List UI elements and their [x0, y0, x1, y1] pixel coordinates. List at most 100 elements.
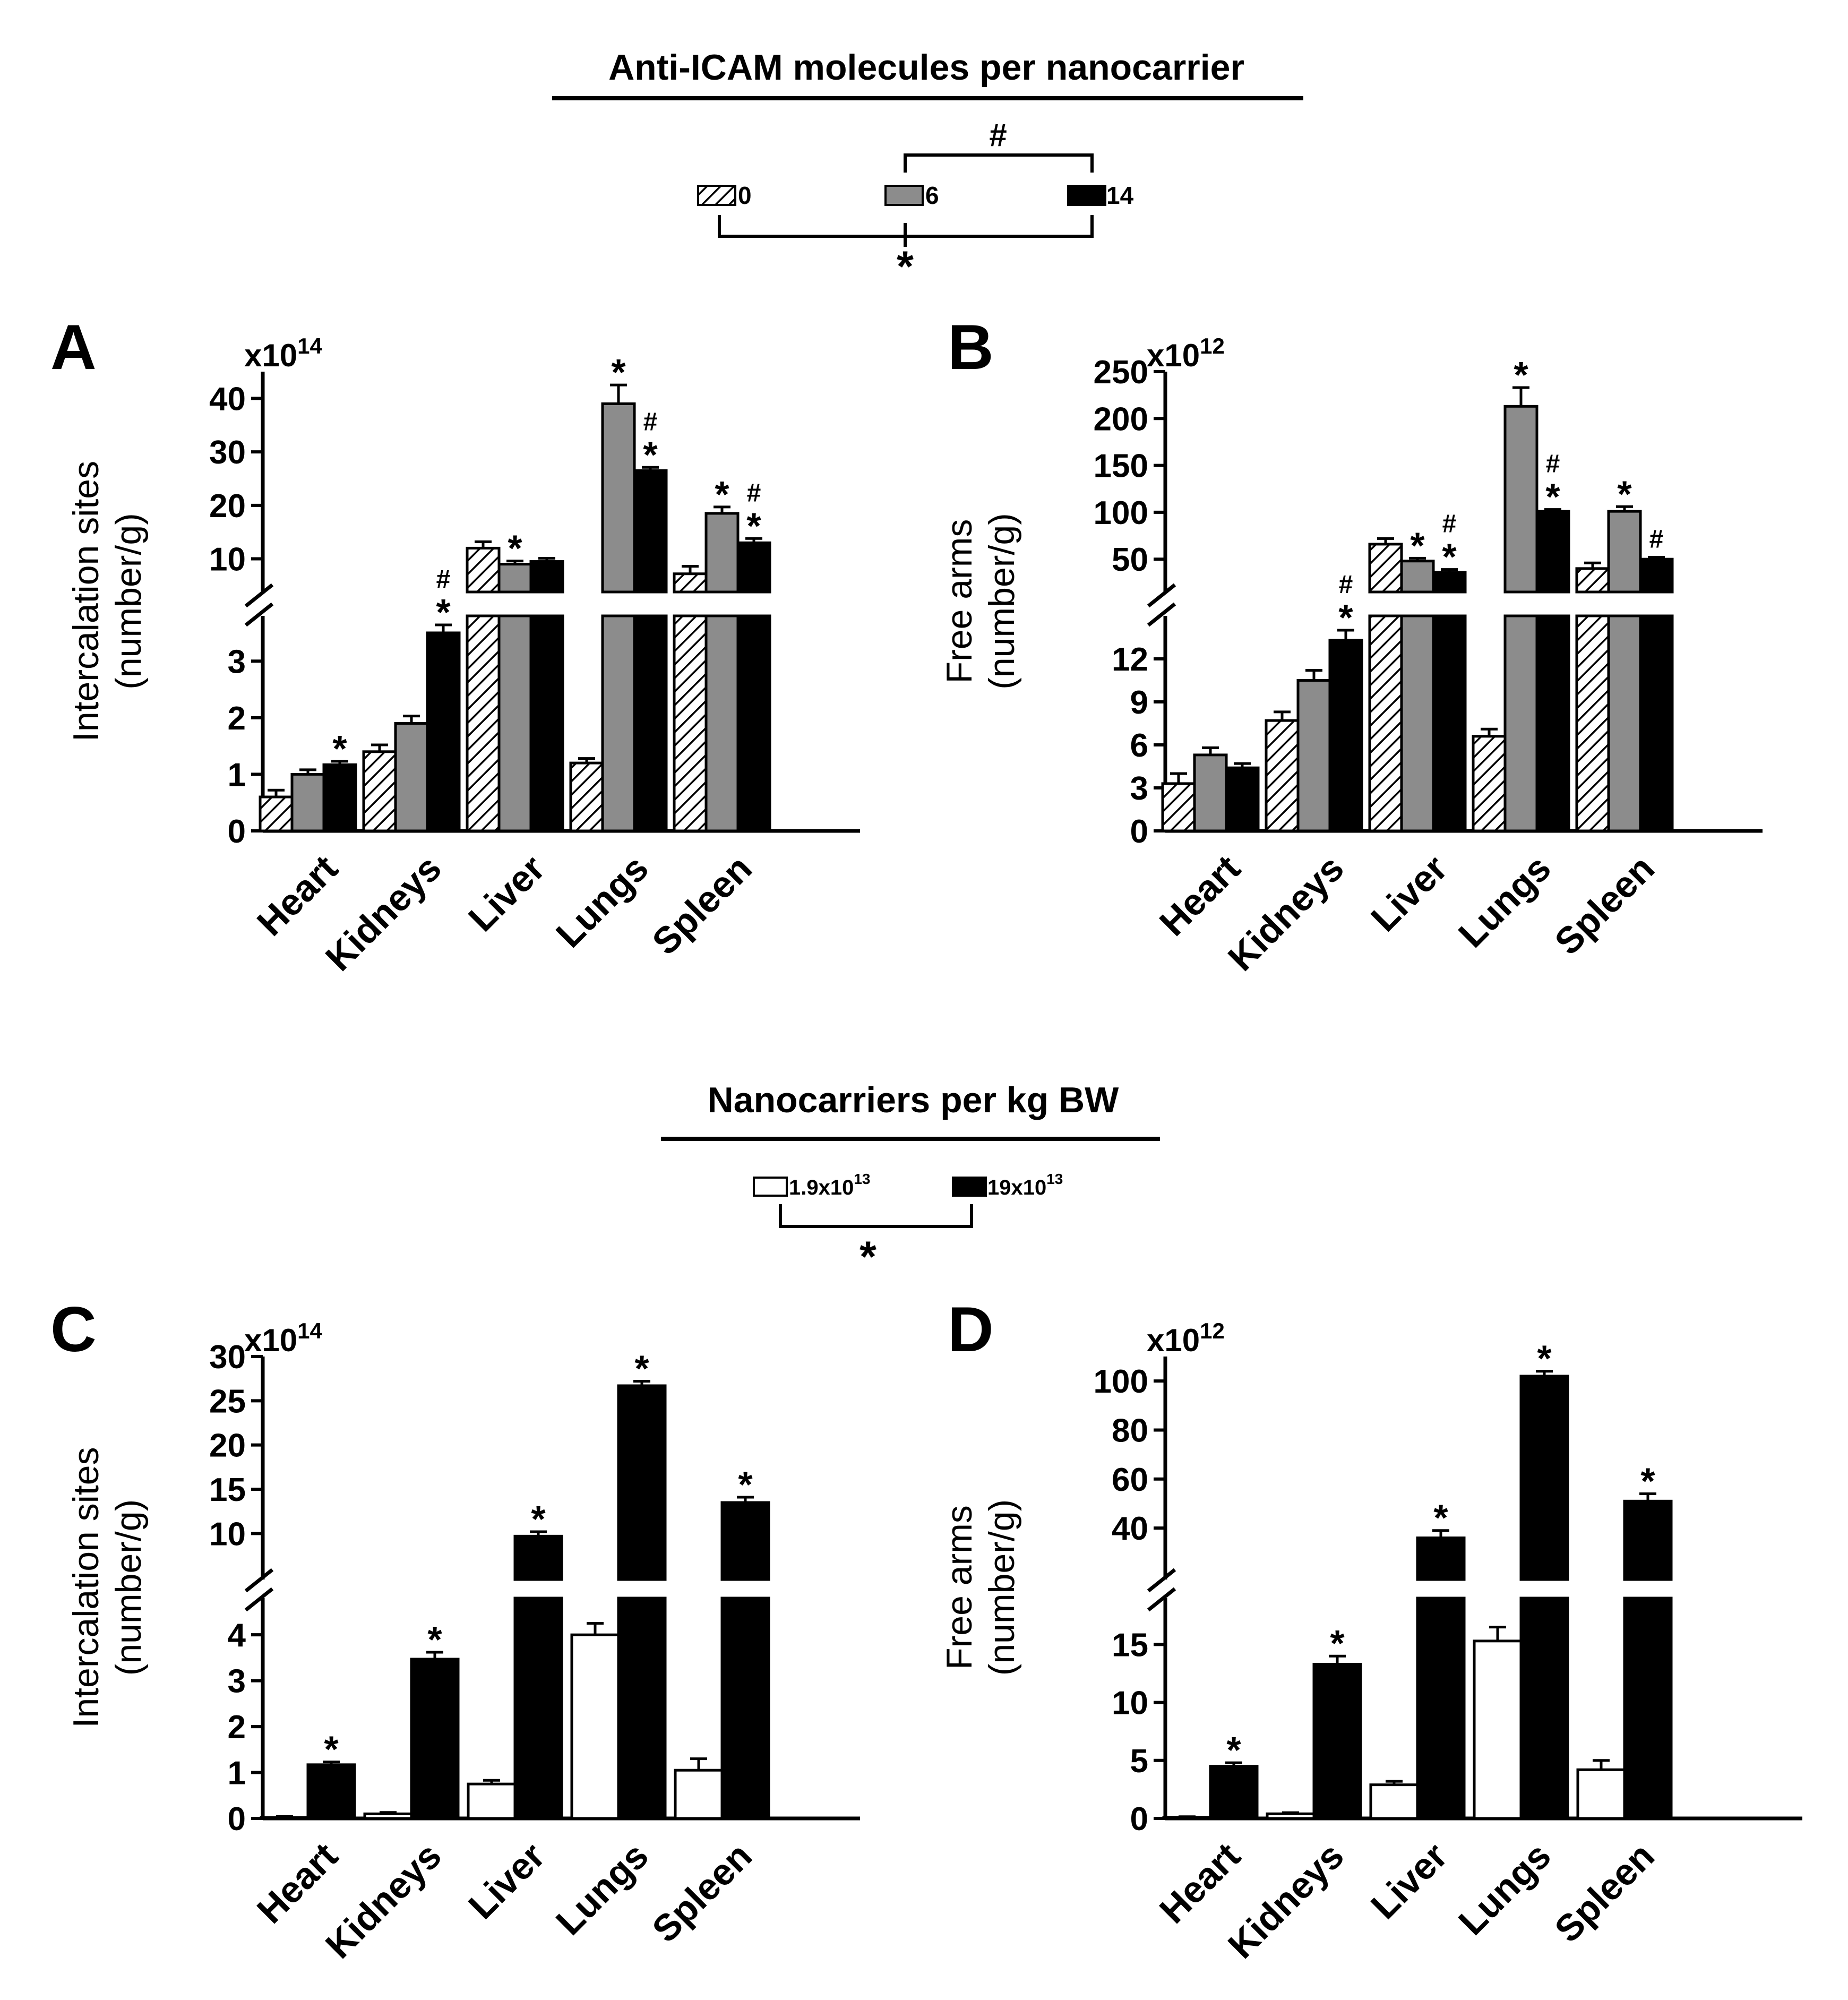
bar-a-lungs-2	[633, 614, 668, 832]
axis-break-mark	[244, 1568, 274, 1593]
bar-d-spleen-1	[1623, 1596, 1673, 1820]
bar-a-liver-0-upper	[466, 546, 501, 594]
legend-swatch-14	[1067, 185, 1106, 206]
significance-hash: #	[1442, 510, 1457, 538]
significance-star: *	[1537, 1338, 1552, 1379]
x-tick-label: Lungs	[1450, 847, 1559, 956]
y-tick-label: 50	[1112, 542, 1148, 578]
bar-a-heart-2	[322, 763, 357, 832]
axis-multiplier: x1014	[244, 1318, 322, 1358]
bar-a-liver-0	[466, 614, 501, 832]
bar-d-heart-1	[1209, 1765, 1259, 1820]
y-tick-label: 40	[209, 381, 246, 417]
bar-a-spleen-2	[736, 614, 771, 832]
y-tick-label: 30	[209, 434, 246, 471]
bar-a-kidneys-0	[362, 750, 397, 832]
significance-star: *	[611, 351, 626, 393]
bar-c-kidneys-0	[363, 1812, 413, 1820]
x-tick-label: Spleen	[644, 847, 760, 963]
legend-swatch-6	[884, 185, 924, 206]
significance-star: *	[746, 505, 761, 546]
section1-header: Anti-ICAM molecules per nanocarrier 0 6 …	[552, 47, 1303, 291]
axis-break-mark	[244, 583, 274, 608]
significance-star: *	[1330, 1623, 1345, 1664]
bar-c-lungs-1-upper	[617, 1384, 667, 1581]
y-tick-label: 25	[209, 1383, 246, 1420]
bar-d-kidneys-1	[1312, 1663, 1362, 1820]
bar-a-lungs-2-upper	[633, 469, 668, 594]
panel-letter: B	[948, 312, 994, 383]
significance-star: *	[643, 434, 658, 475]
bar-c-lungs-1	[617, 1596, 667, 1820]
significance-hash: #	[643, 408, 658, 436]
x-tick-label: Heart	[1151, 1835, 1248, 1932]
y-tick-label: 30	[209, 1339, 246, 1376]
legend-swatch-high-dose	[952, 1177, 987, 1197]
bar-a-lungs-1	[601, 614, 636, 832]
axis-multiplier: x1012	[1147, 1318, 1225, 1358]
bar-b-spleen-0-upper	[1575, 567, 1610, 594]
bar-c-lungs-0	[570, 1633, 620, 1820]
bar-b-lungs-1	[1503, 614, 1538, 832]
bar-a-liver-2-upper	[529, 560, 564, 594]
bar-a-spleen-1	[704, 614, 740, 832]
section1-title: Anti-ICAM molecules per nanocarrier	[608, 47, 1244, 88]
y-axis-label: Free arms(number/g)	[939, 1499, 1022, 1676]
bar-d-liver-0	[1369, 1783, 1419, 1820]
bar-c-spleen-1	[720, 1596, 770, 1820]
y-tick-label: 1	[228, 757, 246, 793]
bar-b-lungs-2	[1535, 614, 1570, 832]
y-tick-label: 0	[228, 813, 246, 850]
bar-a-spleen-2-upper	[736, 541, 771, 594]
bar-d-liver-1	[1416, 1596, 1466, 1820]
bar-c-heart-1	[306, 1763, 356, 1820]
legend1-hash: #	[989, 117, 1007, 153]
legend-label-high-dose: 19x1013	[987, 1171, 1063, 1199]
y-tick-label: 10	[209, 542, 246, 578]
y-tick-label: 15	[209, 1472, 246, 1508]
y-tick-label: 60	[1112, 1462, 1148, 1498]
bar-d-spleen-0	[1576, 1768, 1626, 1820]
x-tick-label: Heart	[249, 1835, 346, 1932]
y-tick-label: 20	[209, 488, 246, 525]
y-tick-label: 100	[1094, 495, 1148, 531]
y-tick-label: 3	[1130, 770, 1148, 807]
bar-b-liver-1	[1400, 614, 1435, 832]
x-tick-label: Spleen	[1547, 847, 1662, 963]
x-tick-label: Kidneys	[317, 1835, 449, 1967]
y-tick-label: 2	[228, 700, 246, 737]
bar-b-spleen-2-upper	[1639, 557, 1674, 594]
y-tick-label: 0	[1130, 1801, 1148, 1838]
bar-b-heart-0	[1161, 782, 1196, 832]
axis-multiplier: x1012	[1147, 333, 1225, 373]
significance-star: *	[715, 474, 729, 515]
significance-star: *	[1545, 476, 1560, 518]
bar-a-kidneys-2	[426, 631, 461, 832]
significance-star: *	[1442, 536, 1457, 578]
y-axis-label: Intercalation sites(number/g)	[66, 1447, 149, 1728]
axis-break-mark	[244, 1587, 274, 1612]
significance-hash: #	[436, 565, 451, 594]
x-tick-label: Kidneys	[317, 847, 449, 979]
bar-d-lungs-0	[1473, 1640, 1523, 1820]
x-tick-label: Heart	[1151, 847, 1248, 944]
significance-star: *	[738, 1464, 753, 1505]
panel-letter: D	[948, 1294, 994, 1365]
bar-b-liver-0-upper	[1368, 543, 1403, 594]
legend-swatch-low-dose	[753, 1177, 788, 1197]
x-tick-label: Liver	[1363, 847, 1455, 939]
y-tick-label: 2	[228, 1709, 246, 1746]
x-tick-label: Lungs	[548, 1835, 656, 1943]
bar-b-spleen-0	[1575, 614, 1610, 832]
legend-label-6: 6	[925, 182, 939, 209]
y-tick-label: 6	[1130, 727, 1148, 764]
axis-break-mark	[244, 602, 274, 627]
significance-star: *	[1338, 597, 1353, 638]
bar-a-kidneys-1	[394, 722, 429, 832]
y-tick-label: 0	[228, 1801, 246, 1838]
significance-star: *	[1226, 1729, 1241, 1771]
significance-star: *	[634, 1348, 649, 1389]
y-axis-label: Intercalation sites(number/g)	[66, 461, 149, 742]
bar-a-liver-2	[529, 614, 564, 832]
